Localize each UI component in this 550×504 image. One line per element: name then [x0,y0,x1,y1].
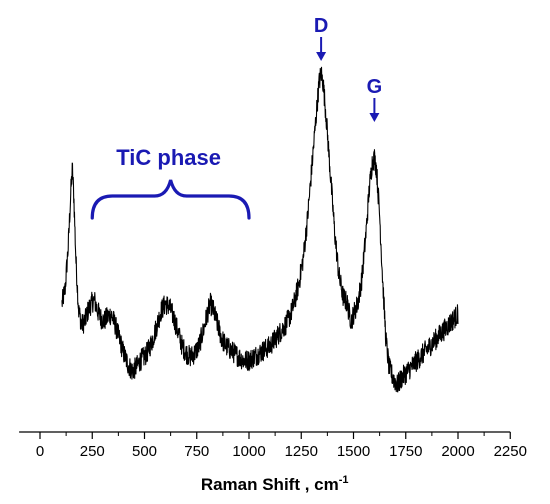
x-tick-label: 1000 [232,443,265,460]
annotations: D G TiC phase [90,15,383,220]
x-axis-title: Raman Shift , cm-1 [201,474,349,494]
x-axis-title-superscript: -1 [339,474,349,486]
x-tick-label: 2250 [494,443,527,460]
peak-arrow-head [316,52,327,61]
x-tick-label: 2000 [441,443,474,460]
tic-phase-label: TiC phase [116,145,221,170]
spectrum-line [61,66,459,393]
x-tick-label: 1750 [389,443,422,460]
x-tick-label: 750 [184,443,209,460]
tic-phase-brace [90,179,251,220]
x-axis-title-text: Raman Shift , cm [201,475,339,494]
x-tick-label: 1250 [285,443,318,460]
x-tick-label: 250 [80,443,105,460]
peak-arrow-head [369,113,380,122]
x-axis-ticks: 0 250 500 750 1000 1250 1500 1750 2000 2250 [36,432,527,460]
peak-label-d: D [314,15,328,37]
x-tick-label: 1500 [337,443,370,460]
x-tick-label: 500 [132,443,157,460]
peak-label-g: G [367,76,383,98]
x-tick-label: 0 [36,443,44,460]
series-group [61,66,459,393]
x-axis: 0 250 500 750 1000 1250 1500 1750 2000 2250 [19,431,527,460]
